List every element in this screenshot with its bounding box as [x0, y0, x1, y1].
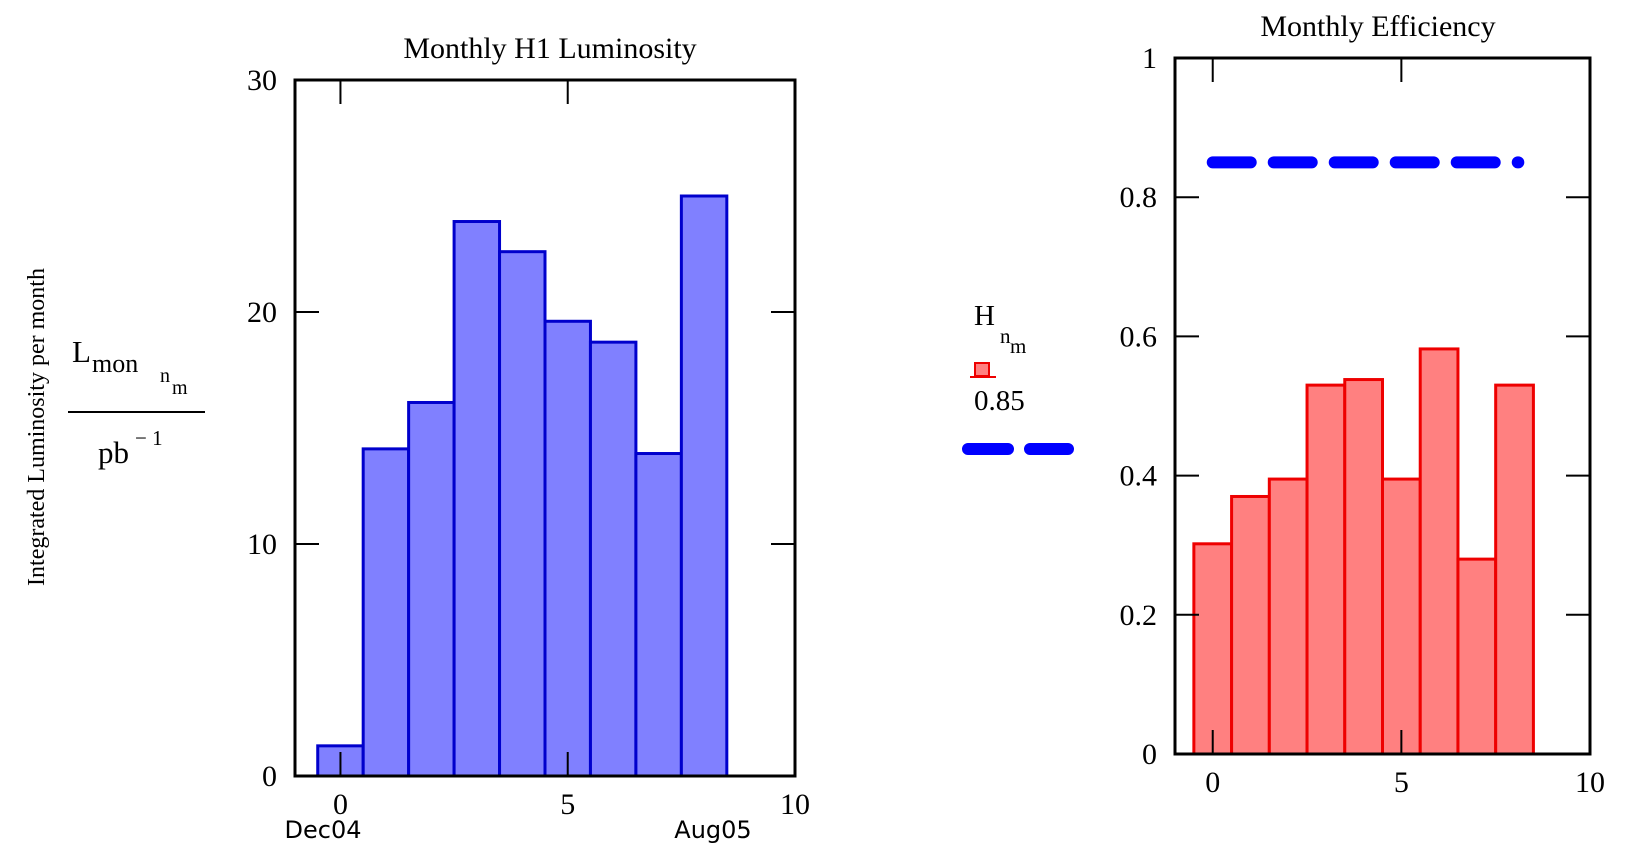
x-start-date-label: Dec04	[285, 816, 362, 844]
x-tick-label-2: 10	[780, 788, 810, 821]
luminosity-plot-area: 0 10 20 30 0 5 10	[247, 64, 810, 821]
y-expr-minus-one: − 1	[135, 426, 163, 450]
bar-5	[543, 319, 592, 778]
x-tick-label-2: 10	[1575, 766, 1605, 799]
y-tick-label-1: 10	[247, 528, 277, 561]
luminosity-chart: Monthly H1 Luminosity Integrated Luminos…	[24, 32, 810, 844]
y-tick-label-3: 0.6	[1120, 320, 1158, 353]
x-tick-label-1: 5	[560, 788, 575, 821]
bar-6	[588, 340, 638, 778]
x-end-date-label: Aug05	[674, 816, 751, 844]
y-tick-label-1: 0.2	[1120, 599, 1158, 632]
bar-8	[1494, 383, 1535, 756]
y-tick-label-2: 0.4	[1120, 460, 1158, 493]
bar-3	[452, 220, 502, 778]
bar-3	[1305, 383, 1347, 756]
luminosity-title: Monthly H1 Luminosity	[403, 32, 696, 65]
y-expr-mon: mon	[92, 349, 138, 378]
y-tick-label-2: 20	[247, 296, 277, 329]
y-expr-n: n	[160, 365, 170, 387]
y-expr-pb: pb	[98, 435, 129, 470]
x-tick-label-1: 5	[1394, 766, 1409, 799]
x-tick-label-0: 0	[1205, 766, 1220, 799]
bar-1	[361, 447, 411, 778]
x-tick-label-0: 0	[333, 788, 348, 821]
legend-H: H	[974, 300, 995, 332]
bar-4	[498, 250, 547, 778]
legend-H-sub-n: n	[1000, 324, 1011, 348]
plot-frame	[1173, 56, 1592, 756]
legend-bar-swatch	[974, 362, 990, 377]
bar-8	[679, 194, 729, 778]
y-tick-label-5: 1	[1142, 42, 1157, 75]
luminosity-ylabel: Integrated Luminosity per month	[24, 268, 50, 586]
bar-7	[1456, 557, 1498, 756]
bar-7	[634, 452, 683, 778]
bar-4	[1343, 378, 1384, 756]
bar-2	[1267, 477, 1309, 756]
efficiency-chart: Monthly Efficiency H n m 0.85 00.20.40.6…	[962, 10, 1606, 799]
y-tick-label-0: 0	[262, 760, 277, 793]
bar-6	[1418, 347, 1460, 756]
luminosity-y-expression: L mon n m pb − 1	[68, 334, 205, 470]
y-tick-label-0: 0	[1142, 738, 1157, 771]
bar-1	[1230, 494, 1271, 756]
efficiency-legend: H n m 0.85	[962, 300, 1074, 455]
efficiency-plot-area: 00.20.40.60.810 5 10	[1120, 42, 1606, 799]
legend-H-sub-m: m	[1010, 334, 1026, 358]
y-expr-L: L	[72, 334, 91, 369]
plot-frame	[293, 78, 797, 778]
legend-reference-value: 0.85	[974, 385, 1025, 417]
bar-2	[407, 400, 456, 778]
bar-0	[1192, 542, 1234, 756]
efficiency-title: Monthly Efficiency	[1260, 10, 1495, 43]
y-tick-label-4: 0.8	[1120, 181, 1158, 214]
y-expr-m: m	[172, 377, 188, 399]
y-tick-label-3: 30	[247, 64, 277, 97]
bar-5	[1381, 477, 1422, 756]
